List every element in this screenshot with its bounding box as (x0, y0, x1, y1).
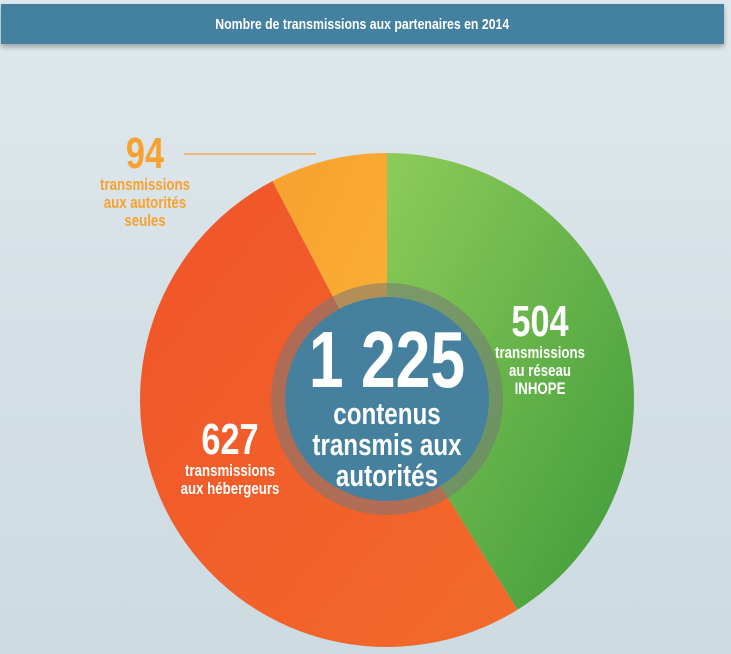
label-line: transmissions (185, 461, 275, 480)
label-line: au réseau (509, 360, 571, 380)
value-label-hebergeurs: 627 (201, 415, 259, 464)
center-ring (271, 283, 503, 515)
label-line: transmissions (100, 175, 190, 194)
label-line: transmissions (495, 343, 585, 362)
label-hebergeurs: 627 transmissions aux hébergeurs (152, 418, 308, 498)
chart-title: Nombre de transmissions aux partenaires … (215, 15, 510, 33)
total-label-line: contenus (333, 396, 441, 431)
center-circle (285, 297, 489, 501)
total-label-line: autorités (335, 458, 439, 493)
chart-title-bar: Nombre de transmissions aux partenaires … (1, 4, 724, 44)
value-label-autorites: 94 (125, 129, 165, 178)
label-inhope: 504 transmissions au réseau INHOPE (462, 300, 618, 398)
value-label-inhope: 504 (511, 297, 569, 346)
label-line: INHOPE (514, 378, 566, 398)
label-line: aux autorités (103, 192, 187, 212)
label-line: seules (124, 210, 166, 230)
label-autorites: 94 transmissions aux autorités seules (67, 132, 223, 230)
label-line: aux hébergeurs (180, 478, 280, 498)
center-label: 1 225 contenus transmis aux autorités (270, 315, 504, 493)
total-label-line: transmis aux (312, 427, 462, 462)
total-value: 1 225 (308, 315, 466, 404)
